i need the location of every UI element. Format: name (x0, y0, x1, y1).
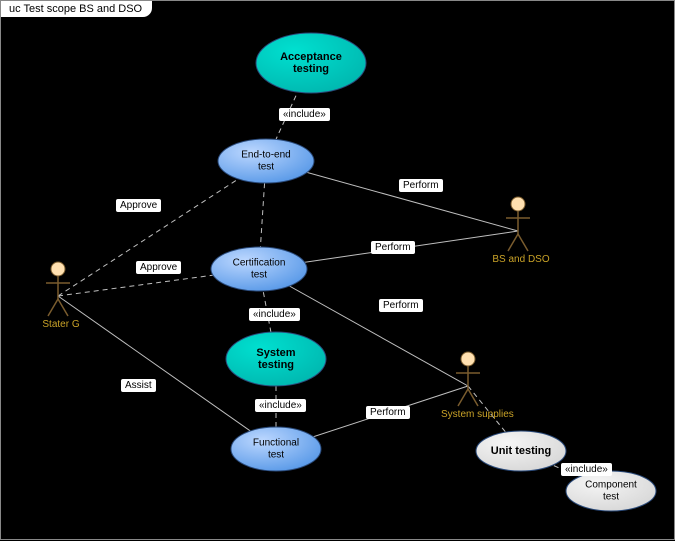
actor-label: System supplies (441, 409, 501, 420)
edge-label: Perform (371, 241, 415, 254)
edge-label: Perform (379, 299, 423, 312)
edge-label: «include» (279, 108, 330, 121)
actor-label: BS and DSO (491, 254, 551, 265)
usecase-label: test (268, 450, 284, 461)
usecase-label: End-to-end (241, 150, 290, 161)
actor-stater (46, 262, 70, 316)
usecase-label: test (258, 162, 274, 173)
edge-label: Approve (136, 261, 181, 274)
usecase-label: System (256, 347, 295, 359)
edge-label: Perform (399, 179, 443, 192)
edge-label: «include» (255, 399, 306, 412)
usecase-label: Acceptance (280, 51, 342, 63)
edge-label: Assist (121, 379, 156, 392)
usecase-label: test (251, 270, 267, 281)
actor-bsdso (506, 197, 530, 251)
usecase-label: Unit testing (491, 445, 552, 457)
edge-label: «include» (561, 463, 612, 476)
edge-label: Approve (116, 199, 161, 212)
diagram-frame: uc Test scope BS and DSO Acceptancetesti… (0, 0, 675, 540)
actor-label: Stater G (31, 319, 91, 330)
edge-label: Perform (366, 406, 410, 419)
usecase-label: testing (293, 63, 329, 75)
usecase-label: test (603, 492, 619, 503)
usecase-label: testing (258, 359, 294, 371)
usecase-label: Certification (233, 258, 286, 269)
diagram-canvas: AcceptancetestingEnd-to-endtestCertifica… (1, 1, 675, 541)
actor-syssup (456, 352, 480, 406)
usecase-label: Functional (253, 438, 299, 449)
edge-label: «include» (249, 308, 300, 321)
usecase-label: Component (585, 480, 637, 491)
